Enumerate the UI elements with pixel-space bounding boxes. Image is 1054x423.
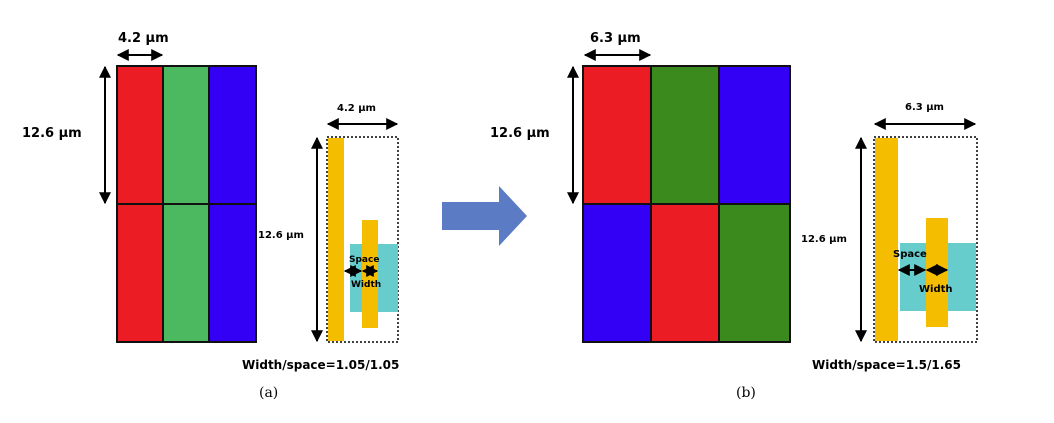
panel-a-pixel-grid (116, 65, 257, 343)
panel-b-detail-width-label: 6.3 μm (905, 102, 944, 113)
panel-a-gate-line (362, 220, 378, 328)
panel-b-ratio-label: Width/space=1.5/1.65 (812, 358, 961, 372)
panel-a-green-top-subpixel (163, 66, 209, 204)
panel-a-bus-line (328, 138, 344, 341)
panel-b-detail-height-label: 12.6 μm (801, 234, 847, 245)
panel-b-pixel-grid (582, 65, 791, 343)
panel-a-detail-outline (326, 136, 399, 343)
panel-b: 6.3 μm 12.6 μm 6.3 μm 12.6 μm Space Widt… (490, 31, 978, 401)
panel-b-blue-bottom-subpixel (583, 204, 651, 342)
panel-a-grid-height-label: 12.6 μm (22, 126, 82, 141)
panel-a-blue-top-subpixel (209, 66, 256, 204)
panel-b-grid-height-label: 12.6 μm (490, 126, 550, 141)
panel-a-width-label: Width (351, 280, 381, 290)
panel-a-grid-width-label: 4.2 μm (118, 31, 169, 46)
panel-b-gate-line (926, 218, 948, 327)
panel-b-width-label: Width (919, 284, 953, 295)
panel-b-grid-width-label: 6.3 μm (590, 31, 641, 46)
right-arrow-icon (442, 186, 527, 246)
panel-a-ratio-label: Width/space=1.05/1.05 (242, 358, 399, 372)
panel-a-caption: (a) (259, 385, 278, 401)
panel-b-green-top-subpixel (651, 66, 719, 204)
panel-b-caption: (b) (736, 385, 756, 401)
panel-b-detail-outline (873, 136, 978, 343)
panel-a-detail-height-label: 12.6 μm (258, 230, 304, 241)
panel-a-red-top-subpixel (117, 66, 163, 204)
panel-a-detail-width-label: 4.2 μm (337, 103, 376, 114)
panel-b-blue-top-subpixel (719, 66, 790, 204)
panel-a: 4.2 μm 12.6 μm 4.2 μm 12.6 μm Space Widt… (22, 31, 399, 401)
panel-a-blue-bottom-subpixel (209, 204, 256, 342)
panel-b-space-label: Space (893, 249, 927, 260)
panel-b-bus-line (875, 138, 898, 341)
panel-b-red-top-subpixel (583, 66, 651, 204)
panel-b-red-bottom-subpixel (651, 204, 719, 342)
panel-b-green-bottom-subpixel (719, 204, 790, 342)
panel-b-detail: 6.3 μm 12.6 μm Space Width (801, 102, 978, 343)
panel-a-detail: 4.2 μm 12.6 μm Space Width (258, 103, 399, 343)
panel-a-space-label: Space (349, 255, 379, 265)
panel-a-red-bottom-subpixel (117, 204, 163, 342)
panel-a-green-bottom-subpixel (163, 204, 209, 342)
